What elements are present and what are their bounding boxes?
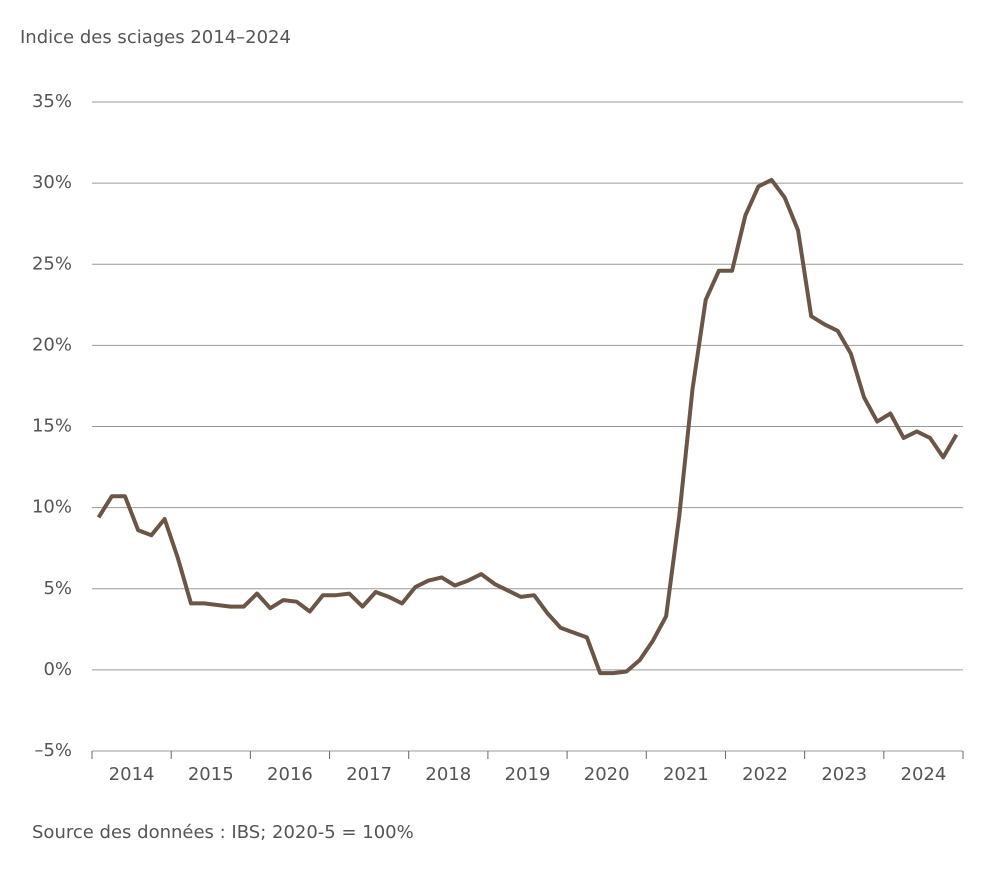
- y-tick-label: 10%: [32, 497, 72, 518]
- x-tick-label: 2017: [346, 764, 392, 785]
- y-tick-label: 35%: [32, 91, 72, 112]
- x-tick-label: 2022: [742, 764, 788, 785]
- x-tick-label: 2016: [267, 764, 313, 785]
- chart-title: Indice des sciages 2014–2024: [20, 27, 291, 48]
- y-tick-label: 5%: [43, 578, 72, 599]
- source-note: Source des données : IBS; 2020-5 = 100%: [32, 822, 414, 843]
- x-tick-label: 2019: [505, 764, 551, 785]
- x-tick-label: 2014: [109, 764, 155, 785]
- x-tick-label: 2024: [901, 764, 947, 785]
- x-tick-label: 2018: [425, 764, 471, 785]
- x-tick-label: 2020: [584, 764, 630, 785]
- y-tick-label: 25%: [32, 253, 72, 274]
- y-tick-label: –5%: [34, 740, 72, 761]
- y-tick-label: 15%: [32, 416, 72, 437]
- y-tick-label: 20%: [32, 334, 72, 355]
- data-line: [96, 177, 959, 676]
- x-tick-label: 2021: [663, 764, 709, 785]
- y-tick-label: 0%: [43, 659, 72, 680]
- y-tick-label: 30%: [32, 172, 72, 193]
- x-tick-label: 2023: [821, 764, 867, 785]
- x-tick-label: 2015: [188, 764, 234, 785]
